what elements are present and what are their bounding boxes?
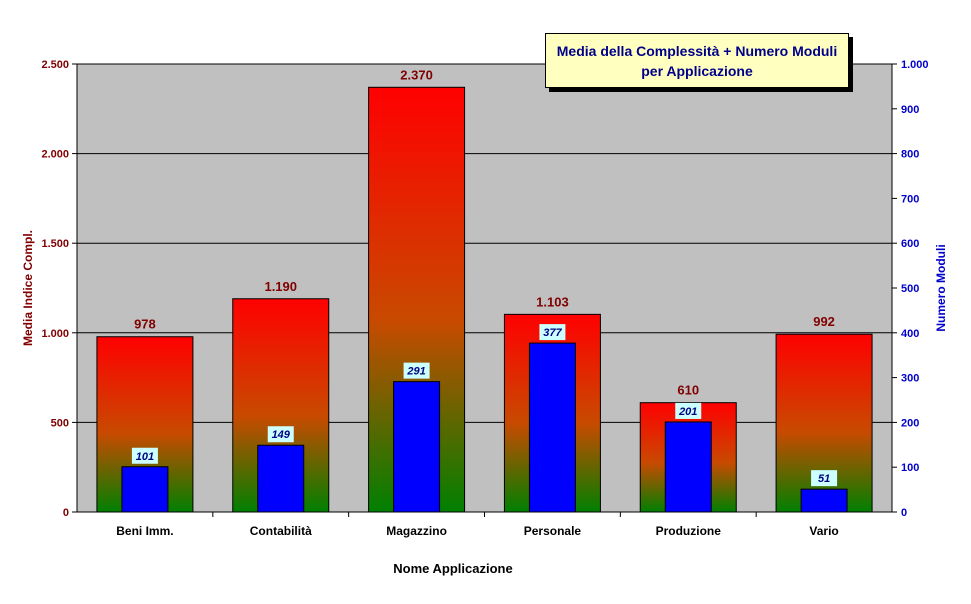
y2-tick-label: 700 [901, 193, 919, 205]
bar-main-label: 992 [813, 314, 835, 329]
y2-tick-label: 600 [901, 238, 919, 250]
y2-tick-label: 300 [901, 373, 919, 385]
x-tick-label: Personale [524, 524, 582, 538]
bar-main-label: 610 [677, 383, 699, 398]
bar-second-label-box [675, 402, 702, 419]
x-tick-label: Beni Imm. [116, 524, 173, 538]
bar-second-label-box [131, 447, 158, 464]
bars-second: 101 149 291 377 201 51 [121, 324, 848, 513]
x-tick-label: Magazzino [386, 524, 447, 538]
y2-tick-label: 100 [901, 462, 919, 474]
bar-main-label: 2.370 [400, 67, 433, 82]
bar-second-label: 51 [818, 473, 830, 485]
bar-second [393, 381, 441, 513]
bar-second-label-box [267, 426, 294, 443]
bar-second-label: 377 [543, 327, 562, 339]
x-tick-label: Contabilità [250, 524, 312, 538]
x-axis: Beni Imm. Contabilità Magazzino Personale Pr… [77, 511, 892, 538]
bar-second [257, 444, 305, 513]
bar-main-label: 1.103 [536, 294, 569, 309]
y2-axis-title: Numero Moduli [934, 244, 948, 331]
bar-second-label-box [403, 362, 430, 379]
bar-main-label: 978 [134, 317, 156, 332]
y2-tick-label: 500 [901, 283, 919, 295]
y-tick-label: 2.000 [41, 149, 69, 161]
bar-second-label: 201 [678, 406, 697, 418]
y-axis-title: Media Indice Compl. [21, 230, 35, 346]
chart-title-line-2: per Applicazione [641, 62, 753, 79]
bar-second-label-box [539, 324, 566, 341]
y-tick-label: 500 [51, 417, 69, 429]
y2-tick-label: 400 [901, 328, 919, 340]
y-tick-label: 2.500 [41, 59, 69, 71]
y2-tick-label: 900 [901, 104, 919, 116]
right-axis: 0 100 200 300 400 500 600 700 800 900 1.000 [891, 59, 929, 519]
y2-tick-label: 200 [901, 417, 919, 429]
chart-title-line-1: Media della Complessità + Numero Moduli [556, 42, 838, 59]
gridlines [77, 63, 892, 423]
left-axis: 0 500 1.000 1.500 2.000 2.500 [41, 59, 78, 519]
y2-tick-label: 800 [901, 149, 919, 161]
x-tick-label: Vario [809, 524, 838, 538]
y-tick-label: 0 [63, 507, 69, 519]
bar-second [664, 421, 712, 513]
x-axis-title: Nome Applicazione [393, 561, 512, 576]
bar-second-label: 149 [272, 429, 291, 441]
bar-second [528, 342, 576, 513]
y-tick-label: 1.500 [41, 238, 69, 250]
x-tick-label: Produzione [656, 524, 722, 538]
bar-second [800, 488, 848, 513]
y-tick-label: 1.000 [41, 328, 69, 340]
bar-second-label-box [811, 470, 838, 487]
chart-title: Media della Complessità + Numero Moduli … [545, 33, 849, 88]
y2-tick-label: 0 [901, 507, 907, 519]
bar-second-label: 291 [406, 366, 425, 378]
bar-second [121, 466, 169, 513]
bar-main-label: 1.190 [264, 279, 297, 294]
bar-second-label: 101 [136, 451, 154, 463]
plot-area [77, 64, 892, 512]
y2-tick-label: 1.000 [901, 59, 929, 71]
